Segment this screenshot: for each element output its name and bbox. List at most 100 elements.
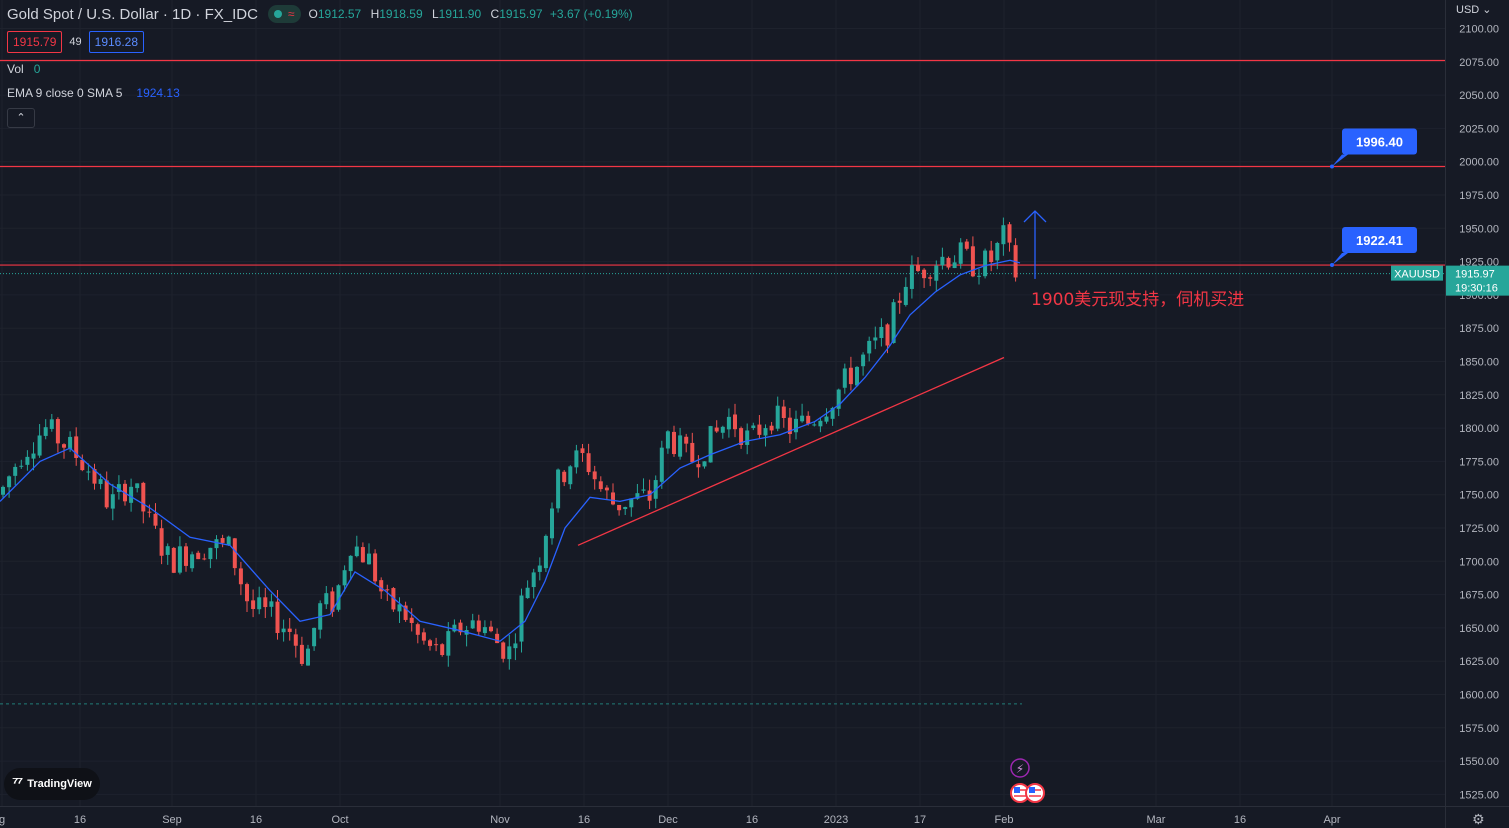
open-key: O bbox=[308, 7, 318, 21]
candle-body bbox=[489, 626, 493, 632]
sell-button[interactable]: 1915.79 bbox=[7, 31, 63, 53]
candle-body bbox=[208, 547, 213, 560]
time-axis[interactable]: g 16 Sep 16 Oct Nov 16 Dec 16 2023 17 Feb Mar 16 Apr ⚡ bbox=[0, 758, 1509, 826]
candle-body bbox=[25, 456, 30, 465]
candle-body bbox=[354, 546, 359, 557]
ema-legend[interactable]: EMA 9 close 0 SMA 5 1924.13 bbox=[7, 86, 180, 100]
callout-box bbox=[1342, 128, 1417, 155]
candle-body bbox=[812, 424, 817, 426]
callout-anchor bbox=[1330, 164, 1334, 169]
candle-body bbox=[293, 634, 298, 646]
candle-body bbox=[196, 552, 201, 560]
horizontal-levels[interactable] bbox=[0, 59, 1445, 705]
price-tick-label: 1950.00 bbox=[1459, 223, 1499, 235]
price-tick-label: 1575.00 bbox=[1459, 723, 1499, 735]
callout-box bbox=[1342, 227, 1417, 254]
candle-body bbox=[245, 584, 249, 602]
tradingview-mark-icon: ⁷⁷ bbox=[12, 775, 23, 792]
candle-body bbox=[452, 624, 457, 632]
callout-anchor bbox=[1330, 263, 1334, 268]
price-tick-label: 1725.00 bbox=[1459, 523, 1499, 535]
annotation-text[interactable]: 1900美元现支持，伺机买进 bbox=[1031, 290, 1244, 310]
candle-body bbox=[324, 593, 329, 605]
candle-body bbox=[49, 419, 54, 429]
candle-body bbox=[720, 426, 725, 433]
time-tick-label: 16 bbox=[1234, 814, 1246, 826]
candle-body bbox=[367, 553, 371, 565]
buy-button[interactable]: 1916.28 bbox=[88, 31, 145, 53]
price-tick-label: 2000.00 bbox=[1459, 157, 1499, 169]
change-value: +3.67 (+0.19%) bbox=[549, 7, 633, 21]
low-value: 1911.90 bbox=[438, 7, 482, 21]
candle-body bbox=[934, 265, 939, 281]
currency-selector[interactable]: USD ⌄ bbox=[1456, 4, 1492, 16]
candle-body bbox=[1007, 224, 1012, 243]
price-tick-label: 1550.00 bbox=[1459, 756, 1499, 768]
price-axis[interactable]: 1525.00 1550.00 1575.00 1600.00 1625.00 1650.… bbox=[1391, 0, 1509, 828]
candle-body bbox=[440, 644, 445, 656]
drawings[interactable]: 1900美元现支持，伺机买进 1996.40 1922.41 bbox=[577, 128, 1417, 546]
lightning-icon[interactable]: ⚡ bbox=[1010, 758, 1030, 778]
candle-body bbox=[659, 447, 664, 482]
candle-body bbox=[74, 436, 79, 458]
price-tick-label: 1825.00 bbox=[1459, 390, 1499, 402]
candle-body bbox=[428, 640, 432, 646]
candle-body bbox=[299, 644, 304, 664]
candle-body bbox=[623, 507, 628, 510]
volume-label: Vol bbox=[7, 62, 24, 76]
candle-body bbox=[647, 490, 652, 501]
time-tick-label: 17 bbox=[914, 814, 926, 826]
symbol-title[interactable]: Gold Spot / U.S. Dollar · 1D · FX_IDC bbox=[7, 5, 258, 23]
price-tick-label: 1800.00 bbox=[1459, 423, 1499, 435]
ema-polyline bbox=[0, 259, 1021, 642]
candle-body bbox=[482, 627, 487, 634]
candle-body bbox=[830, 407, 835, 419]
candle-body bbox=[281, 628, 286, 633]
us-flag-icon[interactable] bbox=[1025, 783, 1045, 803]
candle-body bbox=[922, 269, 927, 279]
candle-body bbox=[226, 536, 231, 546]
candle-body bbox=[751, 425, 756, 428]
wave-icon: ≈ bbox=[287, 7, 295, 21]
candle-body bbox=[726, 416, 731, 430]
price-callout[interactable]: 1996.40 bbox=[1330, 128, 1417, 169]
candle-body bbox=[220, 538, 225, 543]
candle-body bbox=[989, 250, 994, 263]
price-callout[interactable]: 1922.41 bbox=[1330, 227, 1417, 268]
candle-body bbox=[794, 418, 798, 433]
collapse-legend-button[interactable]: ⌃ bbox=[7, 108, 35, 128]
candle-body bbox=[397, 604, 402, 612]
candle-body bbox=[806, 415, 811, 424]
callout-pointer bbox=[1332, 253, 1348, 266]
candle-body bbox=[275, 601, 280, 634]
tradingview-logo[interactable]: ⁷⁷ TradingView bbox=[4, 768, 100, 800]
candle-body bbox=[153, 513, 158, 526]
price-tick-label: 2075.00 bbox=[1459, 57, 1499, 69]
candle-body bbox=[519, 595, 524, 642]
settings-gear-icon[interactable]: ⚙ bbox=[1472, 811, 1485, 827]
candle-body bbox=[141, 482, 146, 512]
up-arrow-icon[interactable] bbox=[1023, 210, 1047, 223]
volume-legend[interactable]: Vol 0 bbox=[7, 62, 40, 76]
time-tick-label: 16 bbox=[74, 814, 86, 826]
price-tick-label: 1675.00 bbox=[1459, 590, 1499, 602]
candle-body bbox=[684, 436, 689, 444]
candle-body bbox=[568, 466, 573, 485]
symbol-tag-label: XAUUSD bbox=[1394, 269, 1440, 281]
candle-body bbox=[214, 539, 219, 549]
market-status-pill[interactable]: ≈ bbox=[267, 5, 301, 23]
price-tick-label: 1850.00 bbox=[1459, 357, 1499, 369]
candle-body bbox=[68, 436, 73, 450]
candle-body bbox=[873, 337, 878, 341]
candle-body bbox=[897, 300, 902, 303]
trendline[interactable] bbox=[577, 356, 1005, 546]
candle-body bbox=[763, 428, 768, 436]
candle-body bbox=[708, 426, 713, 463]
candle-body bbox=[879, 326, 884, 339]
bid-ask-row: 1915.79 49 1916.28 bbox=[7, 31, 145, 53]
candle-body bbox=[159, 528, 164, 556]
price-tick-label: 1875.00 bbox=[1459, 323, 1499, 335]
candle-body bbox=[641, 489, 646, 491]
candle-body bbox=[525, 587, 530, 599]
